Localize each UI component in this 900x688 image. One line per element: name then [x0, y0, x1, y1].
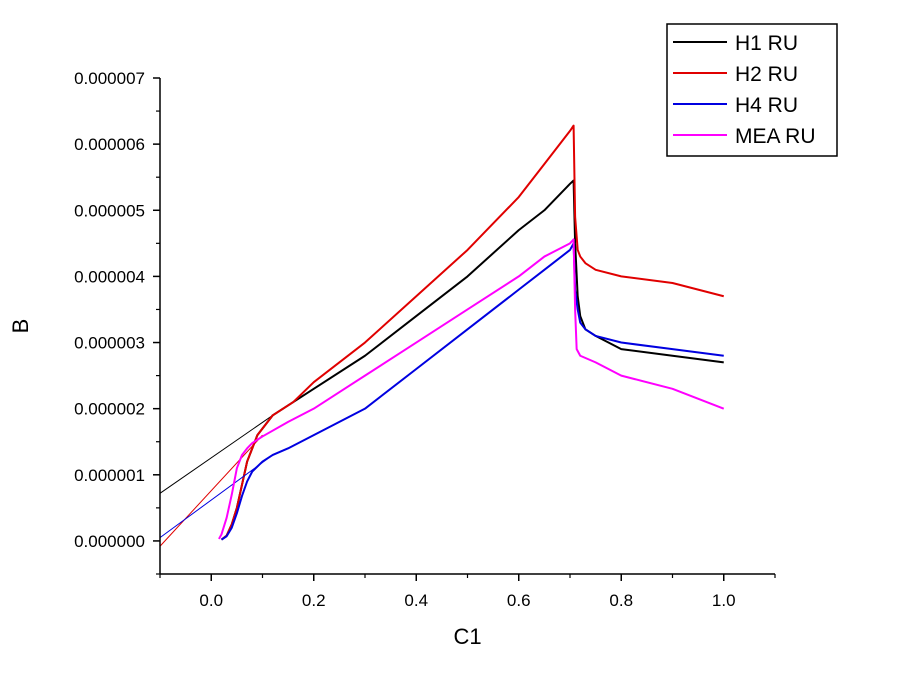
y-tick-label: 0.000003 — [74, 334, 145, 353]
legend: H1 RU H2 RU H4 RU MEA RU — [666, 23, 838, 157]
extrapolation-line — [159, 434, 263, 547]
legend-label: H1 RU — [735, 32, 798, 55]
series-line — [220, 179, 724, 541]
series-line — [218, 238, 725, 540]
axes: 0.0 0.2 0.4 0.6 0.8 1.0 0.000000 0.000001 0.0000… — [74, 69, 776, 610]
x-axis-title: C1 — [453, 624, 481, 649]
y-tick-label: 0.000002 — [74, 400, 145, 419]
series-line — [220, 242, 724, 541]
x-tick-label: 0.2 — [302, 591, 326, 610]
x-tick-label: 1.0 — [712, 591, 736, 610]
plot-lines — [159, 124, 725, 547]
legend-label: H4 RU — [735, 94, 798, 117]
x-tick-label: 0.4 — [404, 591, 428, 610]
extrapolation-line — [159, 414, 274, 494]
y-tick-label: 0.000006 — [74, 135, 145, 154]
x-tick-label: 0.0 — [199, 591, 223, 610]
y-tick-label: 0.000005 — [74, 201, 145, 220]
y-tick-label: 0.000007 — [74, 69, 145, 88]
legend-label: MEA RU — [735, 125, 816, 148]
x-tick-label: 0.6 — [507, 591, 531, 610]
y-tick-label: 0.000001 — [74, 466, 145, 485]
y-tick-label: 0.000000 — [74, 532, 145, 551]
series-line — [220, 124, 724, 541]
y-axis-title: B — [8, 319, 33, 334]
y-tick-label: 0.000004 — [74, 267, 145, 286]
legend-label: H2 RU — [735, 63, 798, 86]
x-tick-label: 0.8 — [609, 591, 633, 610]
